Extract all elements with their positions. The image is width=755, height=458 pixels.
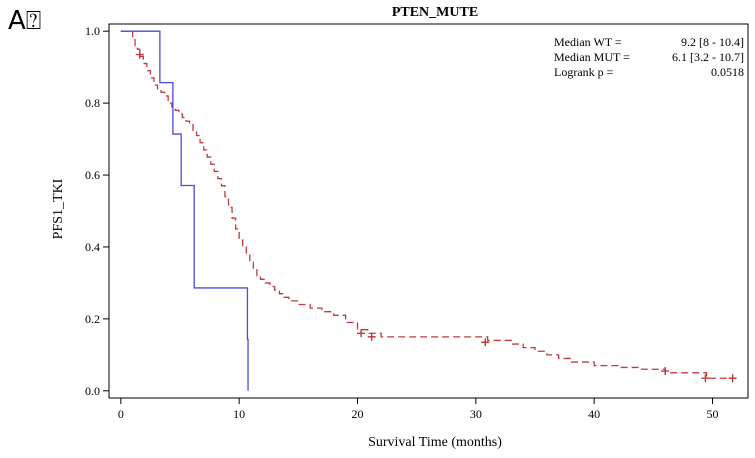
y-axis-label: PFS1_TKI	[51, 178, 66, 239]
annotation-label: Median MUT =	[554, 50, 630, 64]
x-axis: 0 10 20 30 40 50	[118, 398, 719, 421]
annotations: Median WT = 9.2 [8 - 10.4] Median MUT = 6.1…	[554, 35, 744, 79]
y-tick-label: 0.2	[85, 312, 100, 326]
censor-mark	[357, 329, 366, 338]
x-tick-label: 10	[233, 407, 245, 421]
x-tick-label: 30	[470, 407, 482, 421]
y-tick-label: 0.8	[85, 96, 100, 110]
annotation-value: 0.0518	[711, 65, 744, 79]
y-tick-label: 0.4	[85, 240, 100, 254]
x-axis-label: Survival Time (months)	[368, 435, 502, 450]
annotation-label: Median WT =	[554, 35, 622, 49]
censor-mark	[661, 367, 670, 376]
series-1-curve	[120, 30, 737, 379]
annotation-value: 6.1 [3.2 - 10.7]	[672, 50, 744, 64]
y-tick-label: 1.0	[85, 24, 100, 38]
plot-frame	[108, 23, 749, 399]
y-tick-label: 0.0	[85, 384, 100, 398]
censor-mark	[728, 374, 737, 383]
series-layer	[120, 30, 737, 391]
censor-mark	[481, 338, 490, 347]
x-tick-label: 20	[352, 407, 364, 421]
censor-mark	[367, 332, 376, 341]
x-tick-label: 50	[707, 407, 719, 421]
x-tick-label: 40	[588, 407, 600, 421]
panel-label: A⍰	[8, 6, 42, 36]
y-tick-label: 0.6	[85, 168, 100, 182]
censor-mark	[701, 374, 710, 383]
annotation-label: Logrank p =	[554, 65, 614, 79]
chart-title: PTEN_MUTE	[392, 5, 478, 20]
annotation-value: 9.2 [8 - 10.4]	[681, 35, 744, 49]
series-2-curve	[120, 30, 249, 391]
x-tick-label: 0	[118, 407, 124, 421]
censor-mark	[135, 50, 144, 59]
y-axis: 0.0 0.2 0.4 0.6 0.8 1.0	[85, 24, 109, 398]
